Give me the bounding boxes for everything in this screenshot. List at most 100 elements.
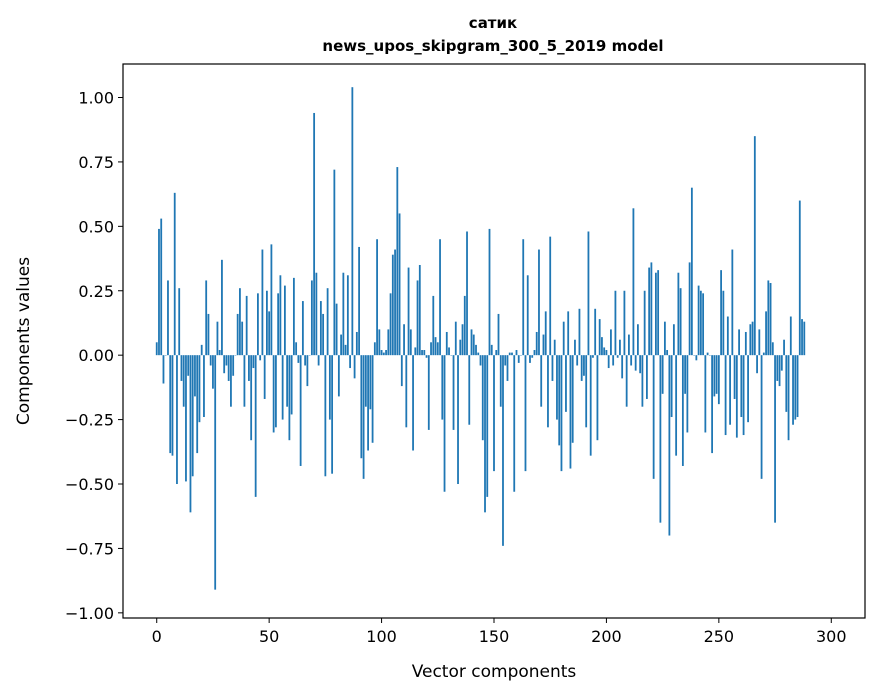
bar-261 [743,355,745,435]
bar-89 [356,332,358,355]
bar-70 [313,113,315,355]
bar-65 [302,301,304,355]
bar-148 [489,229,491,355]
bar-198 [601,337,603,355]
bar-45 [257,293,259,355]
bar-44 [255,355,257,497]
bar-25 [212,355,214,389]
bar-180 [561,355,563,471]
bar-168 [534,350,536,355]
bar-267 [756,355,758,373]
bar-133 [455,322,457,356]
bar-135 [459,340,461,355]
bar-71 [315,273,317,355]
bar-178 [556,355,558,419]
bar-22 [205,280,207,355]
y-axis: −1.00−0.75−0.50−0.250.000.250.500.751.00 [65,88,123,622]
bar-193 [590,355,592,455]
bar-108 [399,213,401,355]
bar-36 [237,314,239,355]
bar-78 [331,355,333,474]
bar-187 [576,355,578,365]
bar-15 [190,355,192,512]
bar-92 [363,355,365,479]
bar-192 [588,231,590,355]
bar-278 [781,355,783,370]
bar-248 [713,355,715,396]
bar-190 [583,355,585,376]
y-tick-label: 0.25 [78,282,114,301]
x-tick-label: 0 [152,627,162,646]
bar-100 [381,350,383,355]
bar-226 [664,322,666,356]
bar-21 [203,355,205,417]
bar-255 [729,355,731,425]
bar-147 [486,355,488,497]
bar-33 [230,355,232,407]
bar-286 [799,201,801,356]
bar-202 [610,329,612,355]
bar-210 [628,335,630,356]
bar-241 [698,286,700,356]
bar-217 [644,291,646,355]
plot-frame [123,64,865,618]
bar-176 [552,355,554,381]
bar-237 [689,262,691,355]
bar-39 [244,355,246,407]
bar-179 [558,355,560,445]
bar-130 [448,347,450,355]
bar-281 [788,355,790,440]
bar-166 [529,355,531,363]
bar-32 [228,355,230,381]
bar-240 [695,355,697,360]
bar-234 [682,355,684,466]
bar-224 [659,355,661,522]
bar-96 [372,355,374,443]
bar-160 [516,350,518,355]
bar-283 [792,355,794,425]
bar-34 [232,355,234,376]
bar-150 [493,355,495,471]
bar-183 [567,311,569,355]
bar-139 [468,355,470,425]
bar-151 [495,350,497,355]
bar-220 [650,262,652,355]
bar-223 [657,270,659,355]
bar-0 [156,342,158,355]
bar-172 [543,335,545,356]
bar-63 [297,355,299,363]
bar-105 [392,255,394,355]
bar-106 [394,250,396,356]
bar-41 [248,355,250,381]
bar-90 [358,247,360,355]
bar-59 [288,355,290,440]
bar-3 [163,355,165,383]
bar-170 [538,250,540,356]
bar-27 [217,322,219,356]
bar-282 [790,317,792,356]
bar-277 [779,355,781,386]
bar-118 [421,350,423,355]
bar-57 [284,286,286,356]
bar-227 [666,350,668,355]
bar-253 [725,355,727,435]
bar-1 [158,229,160,355]
bar-197 [599,319,601,355]
bar-161 [518,355,520,363]
bar-46 [259,355,261,360]
bar-274 [772,342,774,355]
bar-205 [617,355,619,358]
bar-185 [572,355,574,443]
bar-243 [702,293,704,355]
bar-67 [306,355,308,386]
bar-38 [241,322,243,356]
x-tick-label: 150 [479,627,510,646]
y-tick-label: 0.00 [78,346,114,365]
x-axis-label: Vector components [412,662,577,682]
bar-51 [271,244,273,355]
bar-7 [172,355,174,455]
bar-121 [428,355,430,430]
bar-114 [412,355,414,450]
chart-title-word: сатик [469,14,517,32]
bar-81 [338,355,340,396]
